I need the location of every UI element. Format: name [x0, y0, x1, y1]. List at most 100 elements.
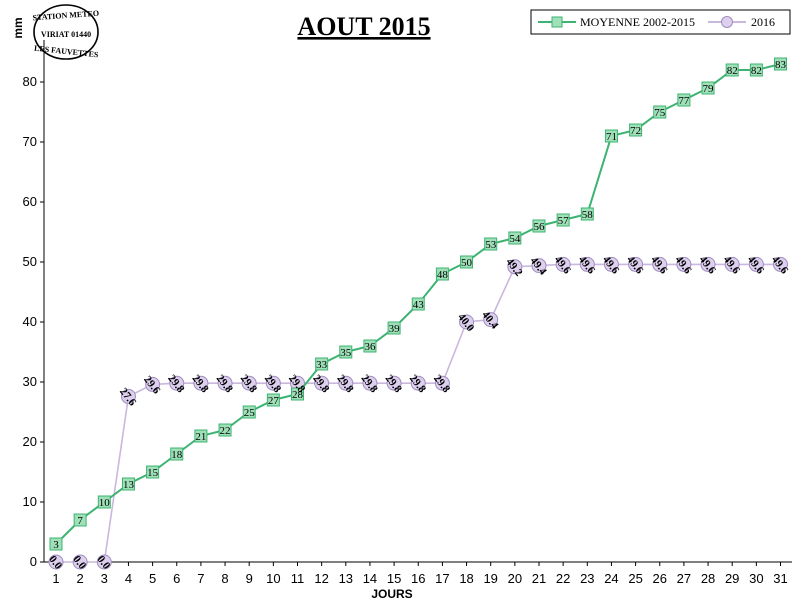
- point-average: [532, 219, 546, 233]
- x-tick-label: 16: [411, 571, 425, 586]
- point-average: [194, 429, 208, 443]
- point-2016: [386, 375, 402, 391]
- point-average: [146, 465, 160, 479]
- y-tick-label: 30: [23, 374, 37, 389]
- point-2016: [48, 554, 64, 570]
- x-tick-label: 5: [149, 571, 156, 586]
- data-label-2016: 29.8: [431, 373, 453, 396]
- y-axis-label: mm: [11, 17, 25, 38]
- point-average: [580, 207, 594, 221]
- data-label-average: 7: [77, 515, 83, 527]
- point-average: [604, 129, 618, 143]
- point-average: [339, 345, 353, 359]
- data-label-2016: 49.2: [503, 256, 525, 279]
- point-2016: [169, 375, 185, 391]
- x-tick-label: 21: [532, 571, 546, 586]
- data-label-2016: 29.8: [383, 373, 405, 396]
- data-label-2016: 29.6: [141, 374, 163, 397]
- data-label-average: 3: [53, 539, 59, 551]
- point-2016: [314, 375, 330, 391]
- data-label-average: 43: [413, 299, 425, 311]
- point-2016: [145, 376, 161, 392]
- point-2016: [652, 256, 668, 272]
- x-tick-label: 8: [221, 571, 228, 586]
- x-tick-label: 4: [125, 571, 132, 586]
- data-label-2016: 29.8: [214, 373, 236, 396]
- x-tick-label: 29: [725, 571, 739, 586]
- data-label-average: 82: [727, 65, 738, 77]
- x-tick-label: 3: [101, 571, 108, 586]
- data-label-2016: 49.6: [721, 254, 743, 277]
- data-label-average: 18: [171, 449, 183, 461]
- data-label-average: 10: [99, 497, 111, 509]
- data-label-average: 53: [485, 239, 497, 251]
- data-label-average: 35: [340, 347, 352, 359]
- point-average: [508, 231, 522, 245]
- point-2016: [483, 312, 499, 328]
- x-tick-label: 17: [435, 571, 449, 586]
- data-label-2016: 29.8: [238, 373, 260, 396]
- x-tick-label: 22: [556, 571, 570, 586]
- data-label-average: 71: [606, 131, 617, 143]
- data-label-2016: 49.6: [697, 254, 719, 277]
- y-tick-label: 0: [30, 554, 37, 569]
- y-tick-label: 70: [23, 134, 37, 149]
- data-label-2016: 29.8: [334, 373, 356, 396]
- data-label-average: 39: [389, 323, 401, 335]
- x-tick-label: 14: [363, 571, 377, 586]
- point-2016: [265, 375, 281, 391]
- point-2016: [555, 256, 571, 272]
- data-label-average: 75: [654, 107, 666, 119]
- point-2016: [434, 375, 450, 391]
- data-label-average: 25: [244, 407, 256, 419]
- point-2016: [338, 375, 354, 391]
- data-label-average: 22: [220, 425, 231, 437]
- data-label-average: 58: [582, 209, 594, 221]
- x-tick-label: 9: [246, 571, 253, 586]
- point-2016: [217, 375, 233, 391]
- point-average: [291, 387, 304, 401]
- station-stamp-logo: STATION METEO VIRIAT 01440 LES FAUVETTES: [32, 4, 99, 60]
- x-tick-label: 31: [773, 571, 787, 586]
- x-ticks: 1 2 3 4 5 6 7 8 9 10 11 12 13 14 15 16 17 18 19 20 21 22 23 24 2…: [52, 562, 788, 586]
- x-tick-label: 11: [291, 571, 305, 586]
- data-label-2016: 49.4: [528, 255, 550, 278]
- x-tick-label: 30: [749, 571, 763, 586]
- point-average: [653, 105, 667, 119]
- data-label-average: 79: [703, 83, 715, 95]
- point-2016: [507, 259, 523, 275]
- point-average: [725, 63, 739, 77]
- stamp-line1: STATION METEO: [32, 9, 99, 23]
- point-average: [387, 321, 401, 335]
- point-2016: [748, 256, 764, 272]
- data-label-2016: 0.0: [95, 554, 113, 573]
- point-2016: [96, 554, 112, 570]
- point-average: [97, 495, 111, 509]
- x-tick-label: 10: [266, 571, 280, 586]
- data-label-2016: 49.6: [769, 254, 791, 277]
- point-average: [218, 423, 232, 437]
- data-label-2016: 49.6: [576, 254, 598, 277]
- point-average: [774, 57, 787, 71]
- point-2016: [120, 388, 136, 404]
- data-label-average: 83: [775, 59, 787, 71]
- x-tick-label: 24: [604, 571, 618, 586]
- x-tick-label: 13: [339, 571, 353, 586]
- stamp-line2: VIRIAT 01440: [41, 30, 91, 39]
- point-average: [315, 357, 329, 371]
- data-label-average: 27: [268, 395, 280, 407]
- point-2016: [410, 375, 426, 391]
- x-tick-label: 19: [483, 571, 497, 586]
- legend-marker-year: [721, 16, 733, 28]
- data-label-2016: 40.0: [455, 311, 477, 334]
- data-label-average: 33: [316, 359, 328, 371]
- data-label-2016: 27.6: [117, 386, 139, 409]
- y-tick-label: 60: [23, 194, 37, 209]
- y-tick-label: 80: [23, 74, 37, 89]
- point-average: [170, 447, 184, 461]
- point-2016: [459, 314, 475, 330]
- x-tick-label: 18: [459, 571, 473, 586]
- x-tick-label: 27: [677, 571, 691, 586]
- point-average: [411, 297, 425, 311]
- y-tick-label: 10: [23, 494, 37, 509]
